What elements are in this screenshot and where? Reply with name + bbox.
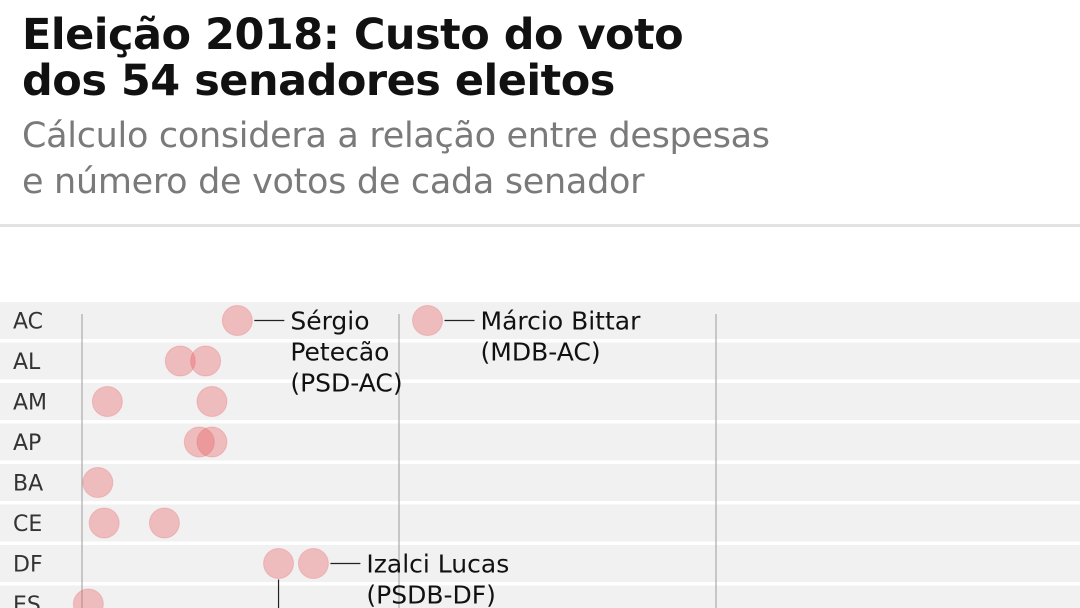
data-point-ap-6	[183, 426, 215, 458]
data-point-ap-7	[196, 426, 228, 458]
annotation-line: Sérgio	[290, 307, 369, 336]
data-point-ba-8	[82, 467, 114, 498]
data-point-ac-0	[221, 305, 253, 336]
annotation-line: Márcio Bittar	[481, 307, 642, 336]
data-point-am-5	[196, 386, 228, 417]
title-line-2: dos 54 senadores eleitos	[22, 56, 615, 106]
data-point-am-4	[91, 386, 123, 417]
row-label-ac: AC	[13, 310, 43, 335]
data-point-ac-1	[412, 305, 444, 336]
chart-title: Eleição 2018: Custo do voto dos 54 senad…	[22, 10, 684, 106]
row-band-es	[0, 585, 1080, 608]
data-point-df-12	[297, 548, 329, 579]
annotation-line: (PSDB-DF)	[366, 581, 496, 608]
annotation-label-1: Márcio Bittar (MDB-AC)	[481, 307, 642, 367]
annotation-leaders	[254, 319, 475, 608]
annotation-line: (PSD-AC)	[290, 369, 402, 398]
row-band-ac	[0, 302, 1080, 339]
subtitle-line-1: Cálculo considera a relação entre despes…	[22, 116, 770, 156]
data-point-ce-9	[88, 507, 120, 539]
row-band-ap	[0, 423, 1080, 461]
row-labels: AC AL AM AP BA CE DF ES	[13, 310, 47, 608]
title-line-1: Eleição 2018: Custo do voto	[22, 10, 684, 60]
annotation-label-0: Sérgio Petecão (PSD-AC)	[290, 307, 402, 398]
subtitle-line-2: e número de votos de cada senador	[22, 162, 645, 202]
row-band-ba	[0, 464, 1080, 501]
data-point-al-3	[190, 345, 222, 377]
header-divider	[0, 224, 1080, 227]
data-point-es-13	[72, 588, 104, 608]
annotation-line: (MDB-AC)	[481, 338, 601, 367]
data-point-ce-10	[148, 507, 180, 539]
row-label-es: ES	[13, 593, 41, 608]
row-label-am: AM	[13, 391, 47, 416]
data-point-al-2	[164, 345, 196, 377]
row-band-am	[0, 383, 1080, 420]
row-band-al	[0, 342, 1080, 380]
row-bands	[0, 302, 1080, 608]
chart-subtitle: Cálculo considera a relação entre despes…	[22, 113, 770, 205]
annotation-label-2: Izalci Lucas (PSDB-DF)	[366, 550, 509, 608]
row-label-ap: AP	[13, 431, 41, 456]
data-point-df-11	[263, 548, 295, 579]
row-label-al: AL	[13, 350, 41, 375]
row-band-df	[0, 545, 1080, 582]
row-label-ce: CE	[13, 512, 42, 537]
grid-lines	[81, 314, 717, 608]
annotation-line: Petecão	[290, 338, 389, 367]
chart-header: Eleição 2018: Custo do voto dos 54 senad…	[0, 0, 1080, 227]
annotation-line: Izalci Lucas	[366, 550, 509, 579]
row-band-ce	[0, 504, 1080, 542]
data-points	[72, 305, 444, 608]
annotations: Sérgio Petecão (PSD-AC) Márcio Bittar (MDB-A…	[290, 307, 641, 608]
row-label-df: DF	[13, 553, 43, 578]
row-label-ba: BA	[13, 472, 43, 497]
